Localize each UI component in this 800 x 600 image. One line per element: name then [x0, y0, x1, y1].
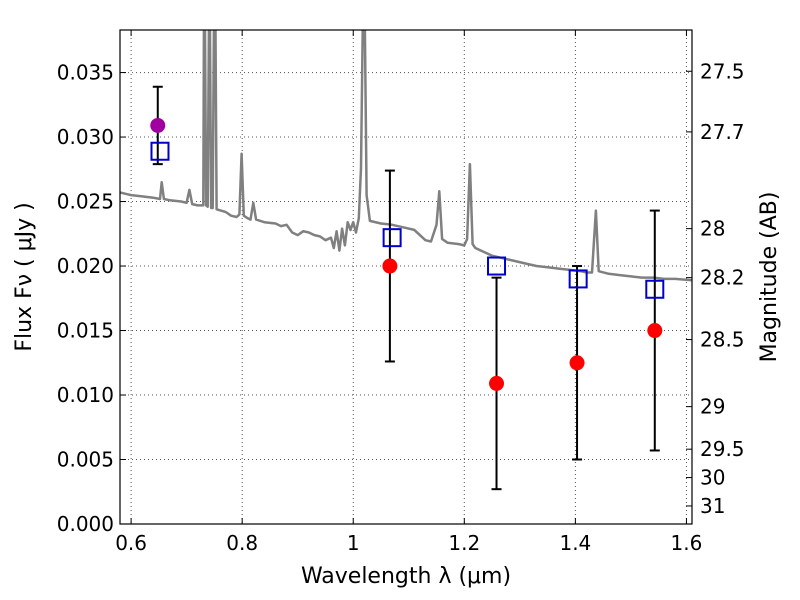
observed-flux-point [489, 375, 505, 391]
x-tick-label: 0.6 [115, 531, 147, 555]
y-tick-label: 0.005 [57, 448, 114, 472]
y-tick-label: 0.030 [57, 125, 114, 149]
model-photometry-square [382, 228, 402, 248]
axis-ticks: 0.6 0.8 1 1.2 1.4 1.6 0.000 0.005 0.010 0.015 0.02… [57, 30, 745, 555]
right-tick-label: 29 [700, 395, 725, 419]
plot-area [120, 30, 692, 491]
x-tick-label: 1.2 [448, 531, 480, 555]
y-tick-label: 0.000 [57, 512, 114, 536]
right-tick-label: 30 [700, 466, 725, 490]
model-photometry-square [487, 256, 507, 276]
observed-flux-point [569, 355, 585, 371]
observed-flux-point [150, 117, 166, 133]
model-photometry-square [568, 269, 588, 289]
model-spectrum-line [120, 30, 692, 282]
y-tick-label: 0.015 [57, 319, 114, 343]
x-axis-title: Wavelength λ (μm) [301, 564, 511, 589]
right-tick-label: 27.7 [700, 120, 745, 144]
right-tick-label: 28.5 [700, 328, 745, 352]
plot-frame [119, 29, 693, 525]
y-tick-label: 0.025 [57, 190, 114, 214]
y-tick-label: 0.035 [57, 61, 114, 85]
right-tick-label: 28 [700, 217, 725, 241]
right-tick-label: 31 [700, 494, 725, 518]
observed-flux-point [382, 258, 398, 274]
x-tick-label: 1.4 [559, 531, 591, 555]
y-axis-title: Flux Fν ( μJy ) [12, 202, 37, 351]
y-tick-label: 0.020 [57, 254, 114, 278]
y-tick-label: 0.010 [57, 383, 114, 407]
model-photometry-square [645, 279, 665, 299]
x-tick-label: 1 [347, 531, 360, 555]
right-tick-label: 27.5 [700, 59, 745, 83]
observed-flux-point [647, 323, 663, 339]
x-tick-label: 0.8 [226, 531, 258, 555]
model-photometry-square [150, 141, 170, 161]
right-axis-title: Magnitude (AB) [757, 192, 782, 363]
right-tick-label: 28.2 [700, 266, 745, 290]
x-tick-label: 1.6 [671, 531, 703, 555]
right-tick-label: 29.5 [700, 437, 745, 461]
